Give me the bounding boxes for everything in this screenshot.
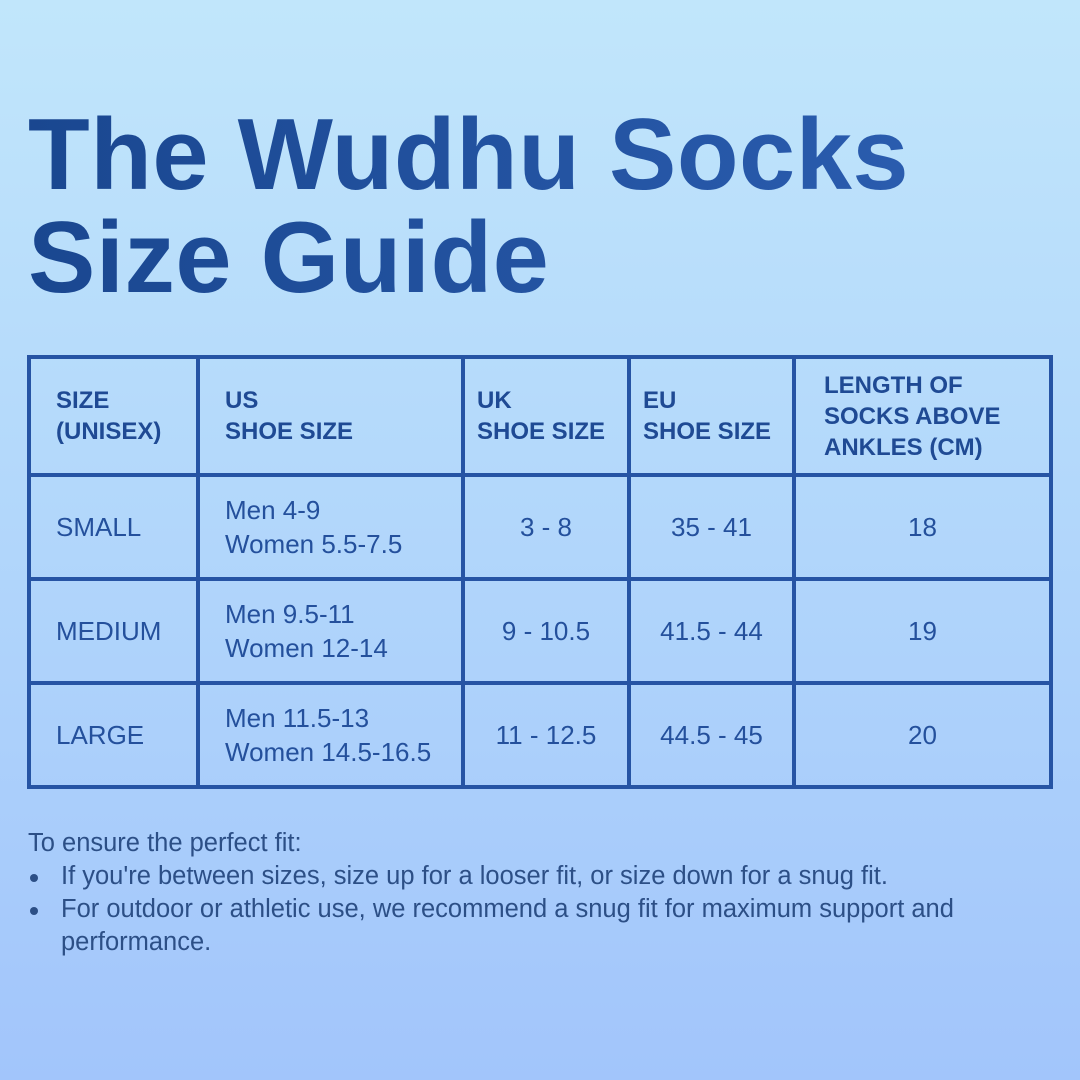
fit-notes: To ensure the perfect fit: If you're bet… bbox=[28, 827, 1021, 959]
notes-list: If you're between sizes, size up for a l… bbox=[28, 860, 1021, 959]
cell-size: MEDIUM bbox=[27, 577, 200, 685]
size-table: SIZE (UNISEX) US SHOE SIZE UK SHOE SIZE EU S… bbox=[27, 355, 1053, 789]
bullet-icon bbox=[30, 907, 38, 915]
cell-eu: 44.5 - 45 bbox=[627, 681, 796, 789]
header-size: SIZE (UNISEX) bbox=[27, 355, 200, 477]
cell-eu: 41.5 - 44 bbox=[627, 577, 796, 685]
cell-us: Men 4-9 Women 5.5-7.5 bbox=[196, 473, 465, 581]
cell-length: 18 bbox=[792, 473, 1053, 581]
header-uk: UK SHOE SIZE bbox=[461, 355, 631, 477]
cell-us: Men 9.5-11 Women 12-14 bbox=[196, 577, 465, 685]
cell-uk: 3 - 8 bbox=[461, 473, 631, 581]
cell-eu: 35 - 41 bbox=[627, 473, 796, 581]
cell-length: 20 bbox=[792, 681, 1053, 789]
table-row: MEDIUM Men 9.5-11 Women 12-14 9 - 10.5 41… bbox=[27, 577, 1053, 685]
table-header-row: SIZE (UNISEX) US SHOE SIZE UK SHOE SIZE EU S… bbox=[27, 355, 1053, 477]
header-length: LENGTH OF SOCKS ABOVE ANKLES (CM) bbox=[792, 355, 1053, 477]
cell-uk: 9 - 10.5 bbox=[461, 577, 631, 685]
page-title: The Wudhu Socks Size Guide bbox=[28, 104, 909, 310]
notes-intro: To ensure the perfect fit: bbox=[28, 829, 302, 857]
bullet-icon bbox=[30, 874, 38, 882]
table-row: SMALL Men 4-9 Women 5.5-7.5 3 - 8 35 - 41… bbox=[27, 473, 1053, 581]
header-us: US SHOE SIZE bbox=[196, 355, 465, 477]
title-line-1: The Wudhu Socks bbox=[28, 99, 910, 211]
cell-length: 19 bbox=[792, 577, 1053, 685]
cell-size: LARGE bbox=[27, 681, 200, 789]
table-row: LARGE Men 11.5-13 Women 14.5-16.5 11 - 12… bbox=[27, 681, 1053, 789]
cell-size: SMALL bbox=[27, 473, 200, 581]
cell-uk: 11 - 12.5 bbox=[461, 681, 631, 789]
header-eu: EU SHOE SIZE bbox=[627, 355, 796, 477]
list-item: If you're between sizes, size up for a l… bbox=[28, 860, 1021, 893]
title-line-2: Size Guide bbox=[28, 202, 550, 314]
cell-us: Men 11.5-13 Women 14.5-16.5 bbox=[196, 681, 465, 789]
list-item: For outdoor or athletic use, we recommen… bbox=[28, 893, 1021, 959]
